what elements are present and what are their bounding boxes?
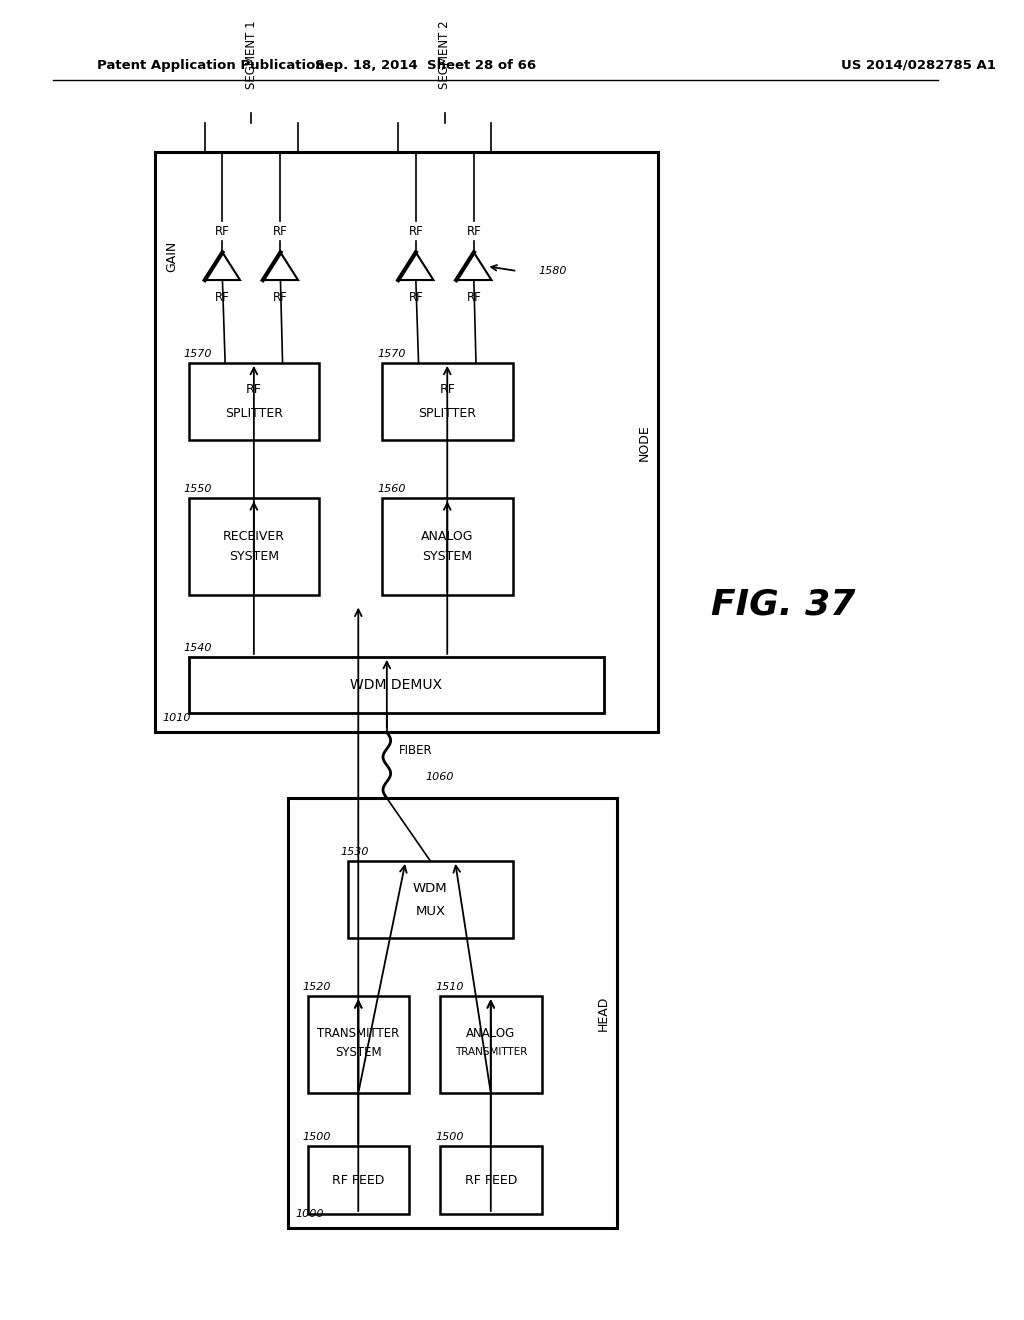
Bar: [155, 152, 657, 733]
Text: Sep. 18, 2014  Sheet 28 of 66: Sep. 18, 2014 Sheet 28 of 66: [315, 58, 537, 71]
Text: US 2014/0282785 A1: US 2014/0282785 A1: [842, 58, 996, 71]
Text: TRANSMITTER: TRANSMITTER: [317, 1027, 399, 1040]
Text: SYSTEM: SYSTEM: [228, 550, 279, 562]
Text: SEGMENT 1: SEGMENT 1: [245, 21, 258, 90]
Text: RF: RF: [409, 224, 423, 238]
Text: HEAD: HEAD: [597, 995, 610, 1031]
Text: MUX: MUX: [416, 904, 445, 917]
Text: RECEIVER: RECEIVER: [223, 531, 285, 544]
Text: NODE: NODE: [638, 424, 650, 461]
Text: 1540: 1540: [183, 643, 212, 653]
Text: TRANSMITTER: TRANSMITTER: [455, 1048, 527, 1057]
Bar: [382, 498, 513, 595]
Text: FIBER: FIBER: [399, 744, 433, 758]
Text: GAIN: GAIN: [166, 242, 178, 272]
Bar: [188, 363, 319, 441]
Text: 1580: 1580: [539, 267, 567, 276]
Bar: [188, 657, 604, 713]
Bar: [348, 861, 513, 939]
Bar: [382, 363, 513, 441]
Text: SYSTEM: SYSTEM: [422, 550, 472, 562]
Text: 1060: 1060: [426, 772, 454, 781]
Bar: [288, 799, 617, 1229]
Text: ANALOG: ANALOG: [466, 1027, 515, 1040]
Text: 1000: 1000: [296, 1209, 325, 1218]
Text: SEGMENT 2: SEGMENT 2: [438, 21, 452, 90]
Text: ANALOG: ANALOG: [421, 531, 473, 544]
Text: 1570: 1570: [183, 348, 212, 359]
Text: WDM: WDM: [413, 882, 447, 895]
Text: RF: RF: [439, 384, 456, 396]
Bar: [307, 1146, 409, 1214]
Text: RF: RF: [273, 224, 288, 238]
Text: RF: RF: [215, 290, 229, 304]
Text: 1530: 1530: [340, 847, 369, 857]
Text: 1560: 1560: [377, 484, 406, 495]
Text: 1500: 1500: [435, 1133, 464, 1142]
Bar: [188, 498, 319, 595]
Text: 1520: 1520: [303, 982, 331, 993]
Bar: [440, 1146, 542, 1214]
Bar: [307, 997, 409, 1093]
Text: 1570: 1570: [377, 348, 406, 359]
Text: 1500: 1500: [303, 1133, 331, 1142]
Text: SPLITTER: SPLITTER: [418, 407, 476, 420]
Text: RF: RF: [215, 224, 229, 238]
Text: Patent Application Publication: Patent Application Publication: [96, 58, 325, 71]
Text: RF: RF: [246, 384, 262, 396]
Text: SYSTEM: SYSTEM: [335, 1045, 382, 1059]
Text: RF FEED: RF FEED: [332, 1173, 384, 1187]
Text: RF: RF: [409, 290, 423, 304]
Bar: [440, 997, 542, 1093]
Text: WDM DEMUX: WDM DEMUX: [350, 678, 442, 692]
Text: 1010: 1010: [163, 713, 190, 722]
Text: RF FEED: RF FEED: [465, 1173, 517, 1187]
Text: SPLITTER: SPLITTER: [225, 407, 283, 420]
Text: FIG. 37: FIG. 37: [711, 587, 855, 622]
Text: RF: RF: [467, 224, 481, 238]
Text: 1550: 1550: [183, 484, 212, 495]
Text: RF: RF: [273, 290, 288, 304]
Text: 1510: 1510: [435, 982, 464, 993]
Text: RF: RF: [467, 290, 481, 304]
